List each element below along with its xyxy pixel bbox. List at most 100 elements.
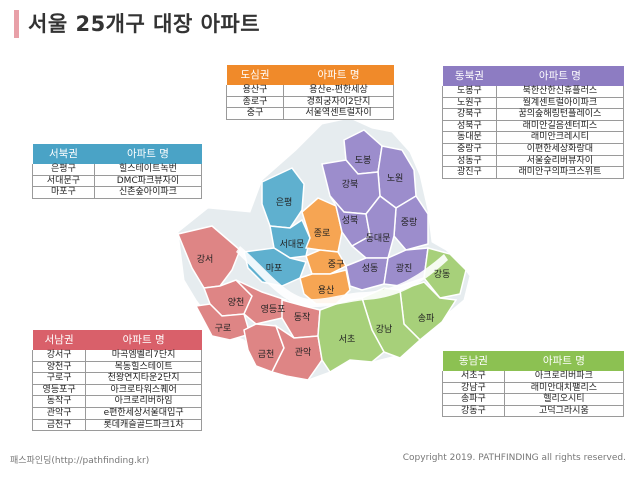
cell-district: 강동구 [442, 404, 505, 418]
cell-apt: DMC파크뷰자이 [93, 174, 203, 188]
label-jungnang: 중랑 [401, 216, 418, 228]
table-row: 송파구 헬리오시티 [442, 393, 625, 406]
table-row: 강북구 꿈의숲해링턴플레이스 [442, 108, 625, 121]
footer-source: 패스파인딩(http://pathfinding.kr) [10, 456, 150, 466]
label-gangnam: 강남 [376, 324, 393, 335]
cell-district: 강북구 [442, 108, 497, 121]
cell-apt: 북한산한신휴플러스 [495, 85, 625, 98]
cell-apt: 헬리오시티 [503, 393, 625, 406]
cell-district: 동작구 [31, 395, 87, 408]
cell-district: 구로구 [31, 372, 87, 385]
han-river [236, 246, 448, 308]
label-eunpyeong: 은평 [276, 197, 293, 208]
cell-apt: 아크로리버하임 [85, 395, 202, 408]
cell-district: 강서구 [31, 349, 87, 362]
cell-apt: 아크로타워스퀘어 [85, 383, 202, 397]
table-southeast: 동남권 아파트 명 서초구 아크로리버파크 강남구 래미안대치팰리스 송파구 헬리오시… [442, 350, 625, 418]
cell-district: 서초구 [442, 370, 505, 383]
cell-apt: 래미안길음센터피스 [495, 119, 625, 133]
table-southwest: 서남권 아파트 명 강서구 마곡엠벨리7단지 양천구 목동힐스테이트 구로구 천왕연지… [31, 329, 202, 432]
label-gangdong: 강동 [434, 269, 451, 280]
district-seongdong[interactable] [345, 257, 389, 291]
cell-district: 송파구 [442, 393, 505, 406]
table-northwest-header-region: 서북권 [32, 143, 95, 164]
label-yongsan: 용산 [318, 285, 335, 296]
cell-district: 중구 [225, 107, 285, 120]
district-yongsan[interactable] [299, 269, 351, 305]
table-row: 노원구 월계센트럴아이파크 [442, 96, 625, 110]
cell-district: 마포구 [32, 186, 95, 199]
cell-apt: 이편한세상화랑대 [495, 142, 625, 156]
label-gangbuk: 강북 [342, 179, 359, 190]
table-row: 종로구 경희궁자이2단지 [225, 95, 394, 109]
table-row: 강남구 래미안대치팰리스 [442, 381, 625, 395]
table-row: 은평구 힐스테이트녹번 [32, 163, 203, 176]
label-dongdaemun: 동대문 [366, 233, 391, 244]
label-gwanak: 관악 [295, 346, 312, 358]
table-row: 관악구 e편한세상서울대입구 [31, 406, 202, 420]
table-row: 용산구 용산e-편한세상 [225, 84, 394, 97]
table-row: 광진구 래미안구의파크스위트 [442, 166, 625, 179]
table-row: 서대문구 DMC파크뷰자이 [32, 174, 203, 188]
district-yeongdeungpo[interactable] [235, 279, 287, 325]
district-gangseo[interactable] [176, 225, 241, 289]
label-songpa: 송파 [418, 313, 435, 324]
cell-apt: 래미안구의파크스위트 [495, 166, 625, 179]
cell-district: 성북구 [442, 119, 497, 133]
label-jung: 중구 [328, 259, 345, 270]
table-northeast-header-apt: 아파트 명 [496, 65, 624, 86]
label-seongdong: 성동 [362, 263, 379, 274]
table-northwest: 서북권 아파트 명 은평구 힐스테이트녹번 서대문구 DMC파크뷰자이 마포구 신촌숲… [32, 143, 203, 199]
table-row: 도봉구 북한산한신휴플러스 [442, 85, 625, 98]
cell-apt: 마곡엠벨리7단지 [85, 349, 202, 362]
label-seocho: 서초 [339, 334, 356, 345]
label-jongno: 종로 [314, 228, 331, 239]
table-southwest-header-region: 서남권 [32, 329, 86, 350]
cell-apt: 아크로리버파크 [503, 370, 625, 383]
table-northeast-header-region: 동북권 [442, 65, 497, 86]
table-central: 도심권 아파트 명 용산구 용산e-편한세상 종로구 경희궁자이2단지 중구 서울역센… [225, 64, 394, 120]
table-central-header-region: 도심권 [226, 64, 284, 85]
label-guro: 구로 [215, 323, 232, 334]
cell-district: 양천구 [31, 360, 87, 374]
table-southwest-header-apt: 아파트 명 [85, 329, 202, 350]
label-mapo: 마포 [266, 263, 283, 274]
table-southeast-header-region: 동남권 [442, 350, 505, 371]
label-dobong: 도봉 [355, 155, 372, 166]
cell-apt: 천왕연지타운2단지 [85, 372, 202, 385]
page-title: 서울 25개구 대장 아파트 [28, 12, 261, 36]
label-nowon: 노원 [387, 173, 404, 184]
table-row: 구로구 천왕연지타운2단지 [31, 372, 202, 385]
cell-apt: 힐스테이트녹번 [93, 163, 203, 176]
title-accent-bar [14, 10, 19, 38]
cell-apt: 래미안크레시티 [495, 131, 625, 144]
cell-district: 중랑구 [442, 142, 497, 156]
district-gwanak[interactable] [270, 324, 323, 381]
cell-apt: 서울역센트럴자이 [283, 107, 394, 120]
label-yeongdeungpo: 영등포 [261, 304, 286, 315]
district-eunpyeong[interactable] [261, 167, 305, 229]
cell-district: 종로구 [225, 95, 285, 109]
label-gangseo: 강서 [197, 254, 214, 265]
cell-apt: 래미안대치팰리스 [503, 381, 625, 395]
cell-apt: 고덕그라시움 [503, 404, 625, 418]
cell-district: 관악구 [31, 406, 87, 420]
table-row: 동대문 래미안크레시티 [442, 131, 625, 144]
cell-district: 서대문구 [32, 174, 95, 188]
cell-apt: 경희궁자이2단지 [283, 95, 394, 109]
label-dongjak: 동작 [294, 312, 311, 323]
table-row: 동작구 아크로리버하임 [31, 395, 202, 408]
cell-district: 광진구 [442, 166, 497, 179]
cell-district: 도봉구 [442, 85, 497, 98]
table-central-header-apt: 아파트 명 [283, 64, 394, 85]
table-row: 강동구 고덕그라시움 [442, 404, 625, 418]
table-row: 금천구 롯데캐슬골드파크1차 [31, 418, 202, 432]
footer-copyright: Copyright 2019. PATHFINDING all rights r… [402, 453, 626, 463]
label-seodaemun: 서대문 [280, 239, 305, 250]
district-guro[interactable] [194, 303, 251, 341]
table-northeast: 동북권 아파트 명 도봉구 북한산한신휴플러스 노원구 월계센트럴아이파크 강북구 꿈… [442, 65, 625, 179]
table-row: 강서구 마곡엠벨리7단지 [31, 349, 202, 362]
label-geumcheon: 금천 [258, 349, 275, 360]
table-row: 중구 서울역센트럴자이 [225, 107, 394, 120]
label-gwangjin: 광진 [396, 262, 413, 274]
